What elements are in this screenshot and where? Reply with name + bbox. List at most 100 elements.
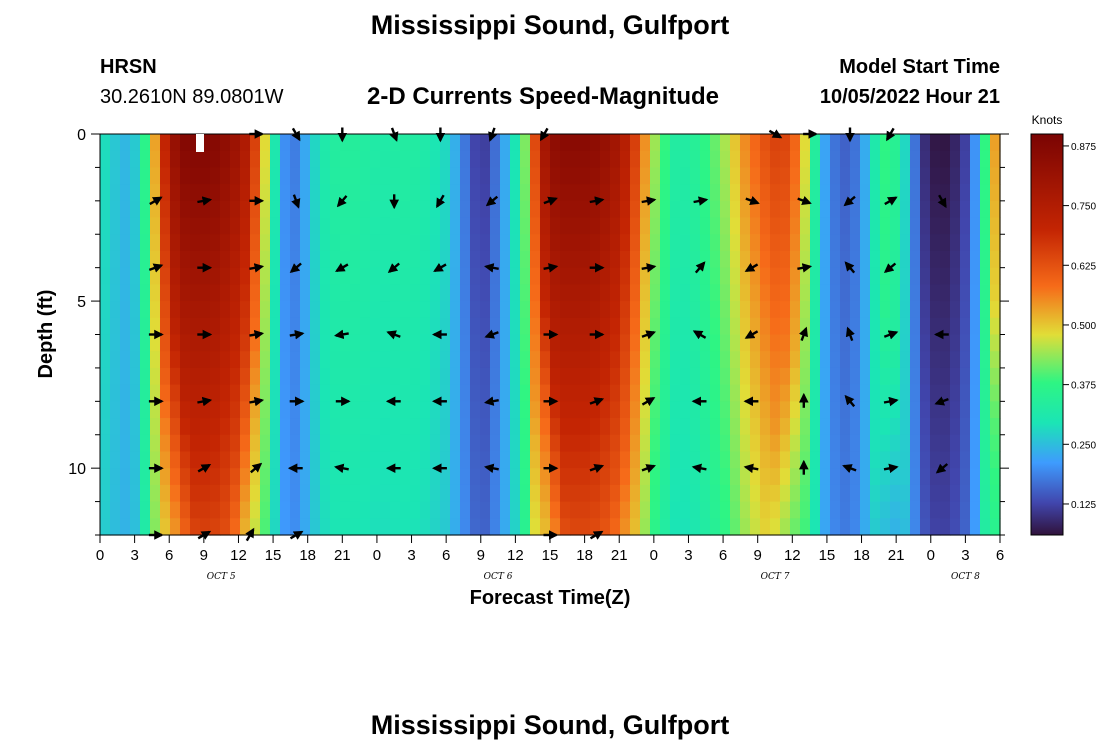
heatmap-cell: [560, 267, 571, 285]
heatmap-cell: [190, 351, 201, 369]
heatmap-cell: [660, 484, 671, 503]
heatmap-cell: [190, 134, 201, 152]
heatmap-cell: [850, 484, 861, 503]
current-vector-arrow: [543, 196, 558, 206]
heatmap-cell: [990, 468, 1001, 486]
heatmap-cell: [300, 518, 311, 536]
heatmap-cell: [330, 367, 341, 386]
heatmap-cell: [630, 134, 641, 152]
heatmap-cell: [590, 384, 601, 402]
heatmap-cell: [210, 484, 221, 503]
heatmap-cell: [330, 267, 341, 285]
heatmap-cell: [430, 518, 441, 536]
heatmap-cell: [430, 401, 441, 419]
heatmap-cell: [980, 518, 991, 536]
heatmap-cell: [380, 250, 391, 269]
heatmap-cell: [930, 217, 941, 235]
heatmap-cell: [190, 367, 201, 386]
heatmap-cell: [400, 351, 411, 369]
heatmap-cell: [950, 217, 961, 235]
heatmap-cell: [620, 484, 631, 503]
heatmap-cell: [510, 317, 521, 336]
heatmap-cell: [650, 351, 661, 369]
current-vector-arrow: [842, 464, 857, 474]
heatmap-cell: [110, 284, 121, 302]
heatmap-cell: [450, 217, 461, 235]
heatmap-cell: [600, 418, 611, 436]
heatmap-cell: [710, 367, 721, 386]
heatmap-cell: [630, 434, 641, 453]
heatmap-cell: [110, 217, 121, 235]
heatmap-cell: [750, 367, 761, 386]
heatmap-cell: [620, 200, 631, 219]
heatmap-cell: [430, 250, 441, 269]
heatmap-cell: [180, 217, 191, 235]
heatmap-cell: [860, 401, 871, 419]
heatmap-cell: [280, 334, 291, 352]
heatmap-cell: [210, 501, 221, 519]
heatmap-cell: [320, 468, 331, 486]
heatmap-cell: [120, 150, 131, 169]
heatmap-cell: [390, 317, 401, 336]
heatmap-cell: [960, 418, 971, 436]
heatmap-cell: [360, 134, 371, 152]
heatmap-cell: [320, 317, 331, 336]
heatmap-cell: [760, 468, 771, 486]
heatmap-cell: [630, 217, 641, 235]
heatmap-cell: [770, 384, 781, 402]
heatmap-cell: [660, 317, 671, 336]
heatmap-cell: [710, 317, 721, 336]
heatmap-cell: [910, 200, 921, 219]
heatmap-cell: [450, 334, 461, 352]
heatmap-cell: [270, 150, 281, 169]
heatmap-cell: [190, 451, 201, 469]
heatmap-cell: [420, 217, 431, 235]
heatmap-cell: [980, 284, 991, 302]
heatmap-cell: [490, 284, 501, 302]
heatmap-cell: [980, 351, 991, 369]
heatmap-cell: [280, 401, 291, 419]
heatmap-cell: [660, 217, 671, 235]
heatmap-cell: [660, 184, 671, 202]
heatmap-cell: [800, 184, 811, 202]
heatmap-cell: [460, 284, 471, 302]
heatmap-cell: [680, 234, 691, 252]
heatmap-cell: [400, 267, 411, 285]
heatmap-cell: [530, 317, 541, 336]
heatmap-cell: [270, 351, 281, 369]
heatmap-cell: [200, 334, 211, 352]
heatmap-cell: [730, 384, 741, 402]
heatmap-cell: [450, 484, 461, 503]
heatmap-cell: [210, 150, 221, 169]
heatmap-cell: [280, 267, 291, 285]
heatmap-cell: [420, 250, 431, 269]
heatmap-cell: [360, 518, 371, 536]
heatmap-cell: [690, 451, 701, 469]
heatmap-cell: [680, 250, 691, 269]
x-tick-label: 0: [96, 547, 104, 564]
heatmap-cell: [520, 167, 531, 185]
heatmap-cell: [270, 518, 281, 536]
heatmap-cell: [730, 334, 741, 352]
heatmap-cell: [680, 267, 691, 285]
heatmap-cell: [650, 367, 661, 386]
heatmap-cell: [200, 250, 211, 269]
heatmap-cell: [980, 150, 991, 169]
heatmap-cell: [270, 200, 281, 219]
heatmap-cell: [710, 518, 721, 536]
heatmap-cell: [800, 501, 811, 519]
heatmap-cell: [910, 334, 921, 352]
heatmap-cell: [800, 351, 811, 369]
heatmap-cell: [870, 484, 881, 503]
heatmap-cell: [220, 184, 231, 202]
heatmap-cell: [790, 150, 801, 169]
heatmap-cell: [940, 468, 951, 486]
heatmap-cell: [380, 317, 391, 336]
heatmap-cell: [280, 434, 291, 453]
heatmap-cell: [790, 217, 801, 235]
heatmap-cell: [560, 418, 571, 436]
heatmap-cell: [810, 250, 821, 269]
heatmap-cell: [250, 150, 261, 169]
heatmap-cell: [390, 434, 401, 453]
heatmap-cell: [630, 250, 641, 269]
